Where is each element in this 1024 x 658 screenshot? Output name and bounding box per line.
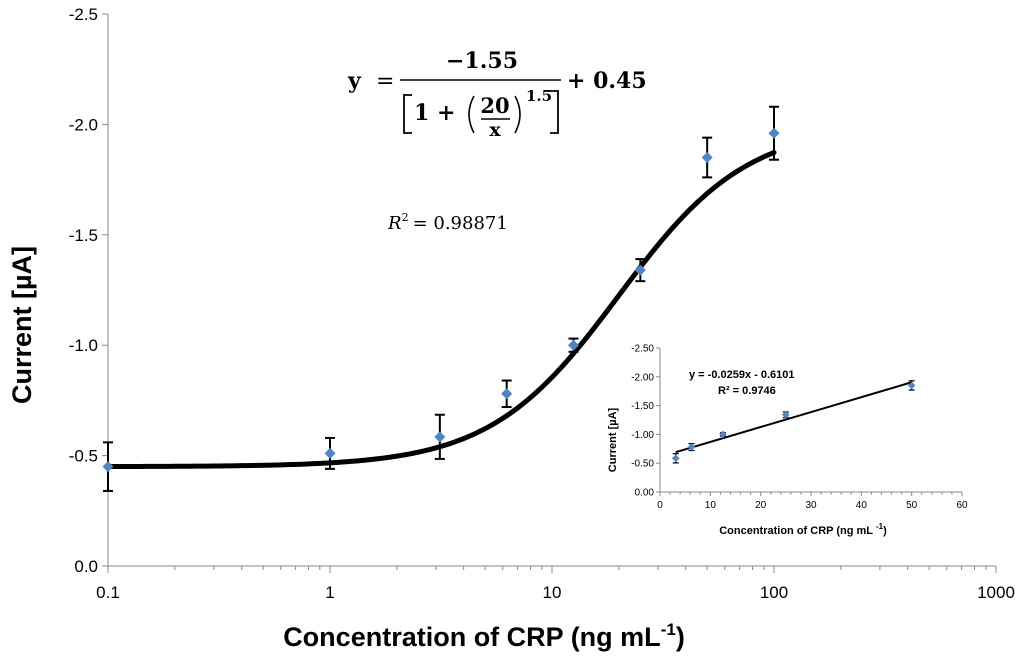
inset-equation: y = -0.0259x - 0.6101 <box>689 369 795 381</box>
x-tick-label: 1 <box>325 583 334 602</box>
x-axis-title: Concentration of CRP (ng mL-1) <box>283 620 685 652</box>
main-axes: 0.0-0.5-1.0-1.5-2.0-2.50.1 1 10 100 1000 <box>69 5 1015 602</box>
inset-x-tick-label: 0 <box>657 500 663 511</box>
inset-axes: 0.00 -0.50 -1.00 -1.50 -2.00 -2.50 0 10 20 30 40 50… <box>631 344 968 512</box>
equation-left-paren <box>468 95 475 134</box>
inset-data-point <box>907 381 916 390</box>
inset-x-tick-label: 40 <box>856 500 868 511</box>
fit-equation: y = −1.55 1 + 20 x 1.5 + 0.45 <box>347 48 647 141</box>
inset-y-tick-label: 0.00 <box>635 488 655 499</box>
inset-x-tick-label: 30 <box>805 500 817 511</box>
main-data-points <box>102 105 780 492</box>
inset-data-point <box>719 430 727 439</box>
x-tick-label: 100 <box>760 583 788 602</box>
equation-right-bracket <box>550 90 559 134</box>
equation-den-one: 1 + <box>414 100 455 126</box>
data-point <box>501 388 513 400</box>
inset-y-tick-label: -1.50 <box>631 401 654 412</box>
equation-numerator: −1.55 <box>446 48 518 74</box>
data-point <box>701 152 713 164</box>
data-point <box>102 461 114 473</box>
inset-r-squared: R² = 0.9746 <box>718 385 776 397</box>
data-point <box>634 264 646 276</box>
inset-data-point <box>687 443 696 451</box>
inset-x-tick-label: 20 <box>755 500 767 511</box>
equation-tail: + 0.45 <box>567 68 647 94</box>
inset-y-tick-label: -2.50 <box>631 344 654 355</box>
x-tick-label: 1000 <box>977 583 1015 602</box>
inset-x-tick-label: 50 <box>906 500 918 511</box>
inset-x-axis-title: Concentration of CRP (ng mL -1) <box>719 522 887 537</box>
equation-den-num: 20 <box>480 93 509 118</box>
data-point <box>324 447 336 459</box>
inset-y-tick-label: -1.00 <box>631 430 654 441</box>
inset-data-points <box>671 380 916 464</box>
r-squared-label: R2 = 0.98871 <box>387 211 508 234</box>
inset-fit-line <box>675 381 912 454</box>
inset-x-tick-label: 60 <box>956 500 968 511</box>
equation-den-den: x <box>489 119 501 141</box>
y-tick-label: 0.0 <box>74 557 98 576</box>
x-tick-label: 0.1 <box>96 583 120 602</box>
x-tick-label: 10 <box>543 583 562 602</box>
inset-y-tick-label: -0.50 <box>631 459 654 470</box>
inset-data-point <box>782 411 790 419</box>
main-fit-curve <box>105 150 777 470</box>
y-tick-label: -1.5 <box>69 226 98 245</box>
y-tick-label: -1.0 <box>69 336 98 355</box>
data-point <box>568 339 580 351</box>
equation-exponent: 1.5 <box>526 87 552 105</box>
fit-curve-path <box>105 150 777 470</box>
data-point <box>434 431 446 443</box>
y-tick-label: -2.0 <box>69 115 98 134</box>
inset-data-point <box>671 454 680 463</box>
equation-left-bracket <box>403 94 412 134</box>
inset-background <box>660 344 966 492</box>
inset-y-axis-title: Current [µA] <box>607 407 619 472</box>
y-tick-label: -2.5 <box>69 5 98 24</box>
equation-equals: = <box>376 69 394 94</box>
equation-lhs: y <box>347 68 362 94</box>
y-axis-title: Current [µA] <box>7 246 37 404</box>
inset-y-tick-label: -2.00 <box>631 372 654 383</box>
equation-right-paren <box>514 95 521 134</box>
inset-x-tick-label: 10 <box>705 500 717 511</box>
y-tick-label: -0.5 <box>69 447 98 466</box>
data-point <box>768 127 780 139</box>
